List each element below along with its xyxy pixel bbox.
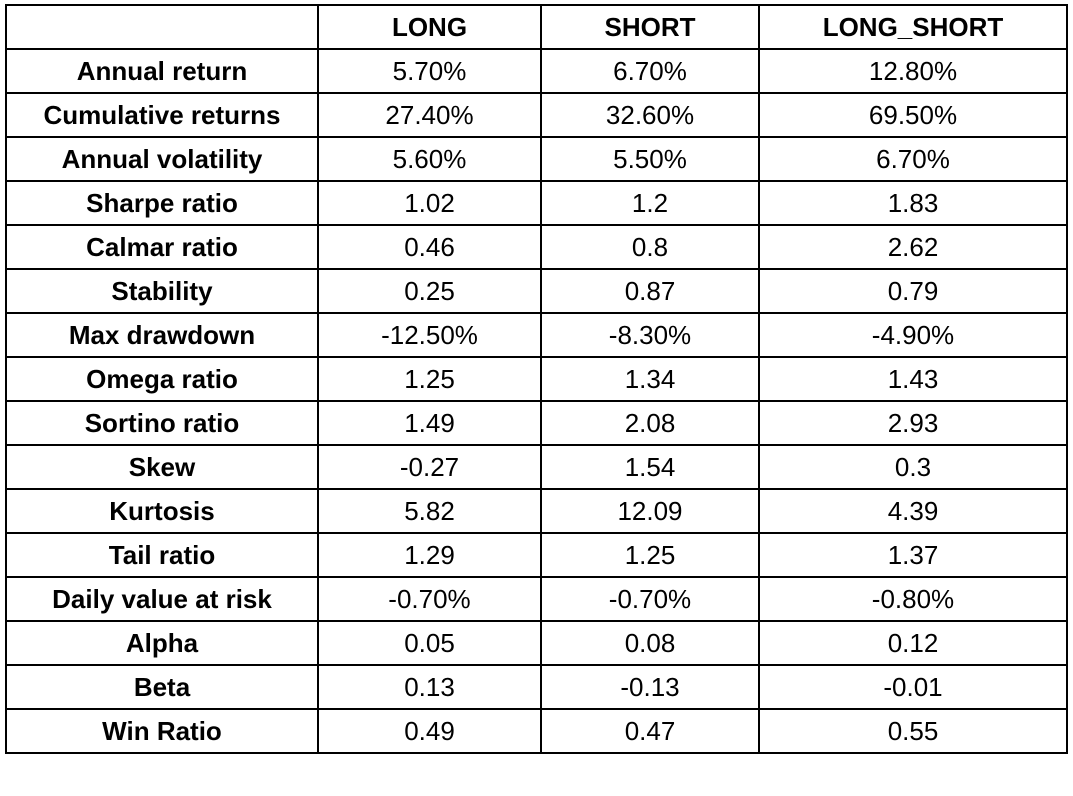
cell-long-short: 0.3 <box>758 444 1068 490</box>
cell-long: 27.40% <box>317 92 542 138</box>
cell-short: 1.25 <box>540 532 760 578</box>
cell-long: -0.27 <box>317 444 542 490</box>
cell-long: 0.25 <box>317 268 542 314</box>
cell-short: 12.09 <box>540 488 760 534</box>
table-row: Annual return 5.70% 6.70% 12.80% <box>5 48 1068 94</box>
table-row: Omega ratio 1.25 1.34 1.43 <box>5 356 1068 402</box>
cell-long: 0.49 <box>317 708 542 754</box>
cell-long-short: -0.01 <box>758 664 1068 710</box>
cell-long: 1.29 <box>317 532 542 578</box>
cell-long-short: 2.93 <box>758 400 1068 446</box>
cell-long: -0.70% <box>317 576 542 622</box>
cell-short: 0.08 <box>540 620 760 666</box>
row-label: Kurtosis <box>5 488 319 534</box>
row-label: Max drawdown <box>5 312 319 358</box>
table-row: Sharpe ratio 1.02 1.2 1.83 <box>5 180 1068 226</box>
cell-short: -0.70% <box>540 576 760 622</box>
cell-short: 0.47 <box>540 708 760 754</box>
cell-long-short: 4.39 <box>758 488 1068 534</box>
row-label: Annual volatility <box>5 136 319 182</box>
table-row: Win Ratio 0.49 0.47 0.55 <box>5 708 1068 754</box>
cell-short: 6.70% <box>540 48 760 94</box>
cell-long: 5.70% <box>317 48 542 94</box>
row-label: Stability <box>5 268 319 314</box>
cell-long-short: -4.90% <box>758 312 1068 358</box>
row-label: Alpha <box>5 620 319 666</box>
table-header: LONG SHORT LONG_SHORT <box>5 4 1068 50</box>
cell-long: 1.25 <box>317 356 542 402</box>
cell-short: -0.13 <box>540 664 760 710</box>
cell-long: 0.46 <box>317 224 542 270</box>
cell-short: 32.60% <box>540 92 760 138</box>
table-row: Tail ratio 1.29 1.25 1.37 <box>5 532 1068 578</box>
cell-short: 1.34 <box>540 356 760 402</box>
row-label: Win Ratio <box>5 708 319 754</box>
cell-short: 2.08 <box>540 400 760 446</box>
row-label: Sharpe ratio <box>5 180 319 226</box>
row-label: Calmar ratio <box>5 224 319 270</box>
cell-short: 0.87 <box>540 268 760 314</box>
table-row: Stability 0.25 0.87 0.79 <box>5 268 1068 314</box>
cell-long-short: 0.55 <box>758 708 1068 754</box>
header-long-short: LONG_SHORT <box>758 4 1068 50</box>
table-row: Cumulative returns 27.40% 32.60% 69.50% <box>5 92 1068 138</box>
row-label: Daily value at risk <box>5 576 319 622</box>
cell-long-short: 12.80% <box>758 48 1068 94</box>
row-label: Tail ratio <box>5 532 319 578</box>
cell-short: 0.8 <box>540 224 760 270</box>
header-row: LONG SHORT LONG_SHORT <box>5 4 1068 50</box>
cell-long-short: 1.83 <box>758 180 1068 226</box>
cell-long: 5.82 <box>317 488 542 534</box>
cell-long-short: 1.37 <box>758 532 1068 578</box>
cell-long: 0.13 <box>317 664 542 710</box>
row-label: Beta <box>5 664 319 710</box>
header-long: LONG <box>317 4 542 50</box>
table-row: Sortino ratio 1.49 2.08 2.93 <box>5 400 1068 446</box>
metrics-table: LONG SHORT LONG_SHORT Annual return 5.70… <box>5 4 1068 754</box>
cell-long: 1.49 <box>317 400 542 446</box>
table-row: Calmar ratio 0.46 0.8 2.62 <box>5 224 1068 270</box>
cell-long-short: 6.70% <box>758 136 1068 182</box>
cell-long-short: 0.79 <box>758 268 1068 314</box>
table-row: Max drawdown -12.50% -8.30% -4.90% <box>5 312 1068 358</box>
cell-short: 5.50% <box>540 136 760 182</box>
table-row: Skew -0.27 1.54 0.3 <box>5 444 1068 490</box>
cell-long: 1.02 <box>317 180 542 226</box>
row-label: Sortino ratio <box>5 400 319 446</box>
cell-long: 0.05 <box>317 620 542 666</box>
cell-long-short: -0.80% <box>758 576 1068 622</box>
header-corner-cell <box>5 4 319 50</box>
cell-long-short: 0.12 <box>758 620 1068 666</box>
table-body: Annual return 5.70% 6.70% 12.80% Cumulat… <box>5 48 1068 754</box>
table-row: Beta 0.13 -0.13 -0.01 <box>5 664 1068 710</box>
header-short: SHORT <box>540 4 760 50</box>
cell-long-short: 69.50% <box>758 92 1068 138</box>
cell-short: 1.54 <box>540 444 760 490</box>
cell-long-short: 1.43 <box>758 356 1068 402</box>
row-label: Omega ratio <box>5 356 319 402</box>
table-row: Kurtosis 5.82 12.09 4.39 <box>5 488 1068 534</box>
row-label: Skew <box>5 444 319 490</box>
cell-long-short: 2.62 <box>758 224 1068 270</box>
cell-short: 1.2 <box>540 180 760 226</box>
cell-short: -8.30% <box>540 312 760 358</box>
cell-long: -12.50% <box>317 312 542 358</box>
table-row: Annual volatility 5.60% 5.50% 6.70% <box>5 136 1068 182</box>
table-row: Daily value at risk -0.70% -0.70% -0.80% <box>5 576 1068 622</box>
table-row: Alpha 0.05 0.08 0.12 <box>5 620 1068 666</box>
row-label: Cumulative returns <box>5 92 319 138</box>
cell-long: 5.60% <box>317 136 542 182</box>
row-label: Annual return <box>5 48 319 94</box>
